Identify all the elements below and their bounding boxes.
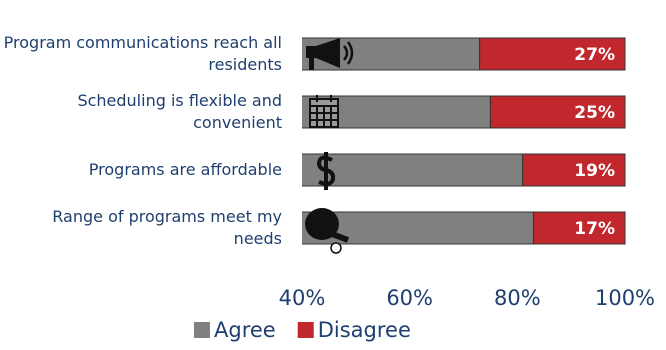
data-label: 25% (574, 103, 615, 123)
category-label: Program communications reach all residen… (3, 33, 282, 74)
x-tick-label: 40% (279, 286, 326, 310)
icon-megaphone (306, 38, 354, 70)
category-label: Range of programs meet my needs (52, 207, 282, 248)
bar-segment (522, 153, 626, 187)
bar-segment (489, 95, 626, 129)
x-tick-label: 80% (494, 286, 541, 310)
legend-label: Agree (214, 318, 276, 342)
bar-segment (532, 211, 626, 245)
icons (305, 38, 354, 254)
bar-segment (302, 153, 524, 187)
legend-swatch (297, 322, 314, 338)
data-label: 27% (574, 45, 615, 65)
legend-label: Disagree (318, 318, 411, 342)
category-label: Scheduling is flexible and convenient (77, 91, 282, 132)
data-label: 17% (574, 219, 615, 239)
legend-swatch (194, 322, 210, 338)
x-tick-label: 100% (595, 286, 655, 310)
icon-ping-pong (305, 208, 350, 254)
category-label: Programs are affordable (88, 160, 282, 179)
icon-calendar (309, 95, 339, 128)
bar-segment (479, 37, 626, 71)
icon-dollar (316, 152, 336, 190)
data-label: 19% (574, 161, 615, 181)
x-tick-label: 60% (386, 286, 433, 310)
